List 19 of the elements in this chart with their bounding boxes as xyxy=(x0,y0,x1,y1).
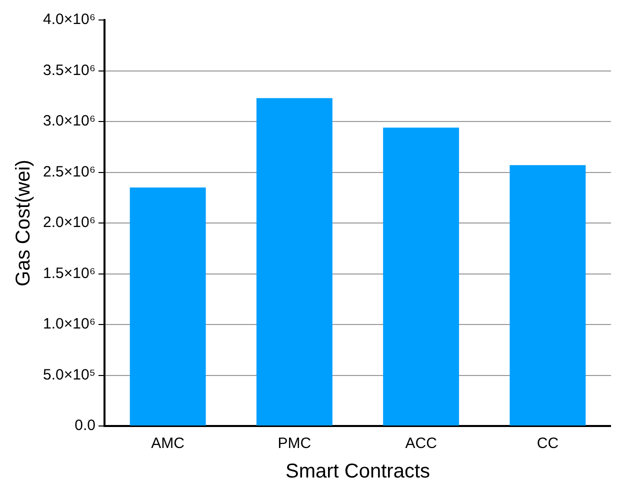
y-tick-label: 1.0×10⁶ xyxy=(43,316,96,333)
y-tick-label: 4.0×10⁶ xyxy=(43,11,96,28)
y-tick-label: 2.5×10⁶ xyxy=(43,163,96,180)
y-tick-label: 0.0 xyxy=(74,417,96,434)
bar xyxy=(510,165,586,426)
x-tick-label: ACC xyxy=(405,435,438,452)
y-tick-label: 3.5×10⁶ xyxy=(43,62,96,79)
x-tick-label: CC xyxy=(536,435,559,452)
bar xyxy=(383,128,460,426)
y-axis-title: Gas Cost(wei) xyxy=(12,160,35,286)
x-tick-label: PMC xyxy=(278,435,312,452)
y-tick-label: 2.0×10⁶ xyxy=(43,214,96,232)
y-tick-label: 3.0×10⁶ xyxy=(43,112,96,130)
bar xyxy=(256,98,332,426)
y-tick-label: 1.5×10⁶ xyxy=(43,264,96,282)
x-tick-label: AMC xyxy=(151,435,185,452)
x-axis-title: Smart Contracts xyxy=(286,460,430,483)
bar xyxy=(130,187,206,426)
y-tick-label: 5.0×10⁵ xyxy=(43,366,96,384)
